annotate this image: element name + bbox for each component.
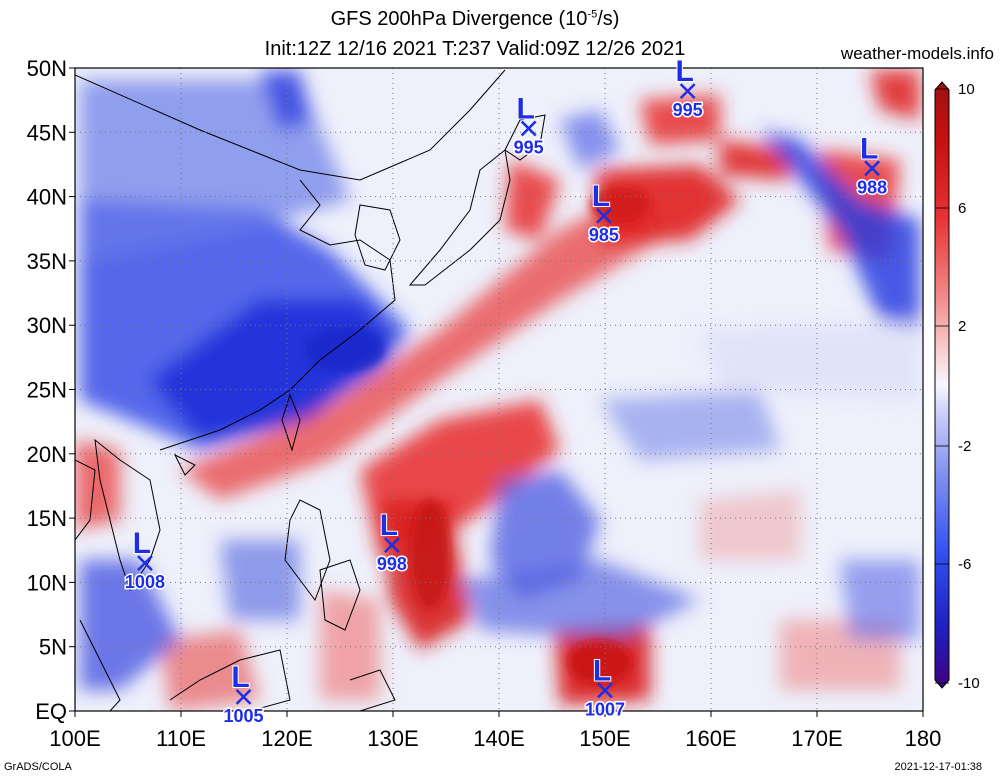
lon-tick-label: 130E [367, 726, 418, 751]
low-pressure-markers: L 995 L 995 L 988 L 985 L 998 L 1008 L 1005 L 1007 [123, 54, 889, 728]
lat-tick-label: 5N [39, 635, 67, 660]
lon-tick-label: 160E [685, 726, 736, 751]
low-letter: L [592, 180, 610, 213]
lon-tick-label: 120E [261, 726, 312, 751]
low-center-x [520, 120, 537, 137]
colorbar: 10 6 2 -2 -6 -10 [934, 81, 980, 692]
colorbar-label: -2 [958, 438, 971, 455]
lat-tick-label: EQ [35, 699, 67, 724]
footer-right: 2021-12-17-01:38 [894, 761, 982, 773]
footer-left: GrADS/COLA [4, 761, 72, 773]
chart-title: GFS 200hPa Divergence (10-5/s) [330, 8, 620, 30]
lat-tick-label: 45N [27, 120, 67, 145]
lat-tick-label: 40N [27, 185, 67, 210]
low-letter: L [860, 132, 878, 165]
colorbar-gradient [934, 81, 950, 689]
grid-lines [75, 68, 923, 711]
low-letter: L [231, 661, 249, 694]
low-letter: L [517, 92, 535, 125]
chart-subtitle: Init:12Z 12/16 2021 T:237 Valid:09Z 12/2… [264, 38, 686, 60]
low-pressure-label: 1008 [125, 572, 165, 592]
low-letter: L [133, 527, 151, 560]
low-marker: L 1005 [222, 660, 265, 728]
lon-tick-label: 150E [579, 726, 630, 751]
colorbar-label: 6 [958, 200, 966, 217]
lat-tick-label: 10N [27, 570, 67, 595]
low-center-x [596, 208, 612, 224]
lat-tick-label: 20N [27, 442, 67, 467]
low-pressure-label: 988 [857, 177, 887, 197]
low-marker: L 985 [587, 179, 620, 247]
colorbar-label: -10 [958, 675, 980, 692]
low-letter: L [380, 509, 398, 542]
low-pressure-label: 995 [673, 100, 703, 120]
low-pressure-label: 995 [514, 137, 544, 157]
low-pressure-label: 1005 [224, 706, 264, 726]
lon-tick-label: 170E [791, 726, 842, 751]
site-label: weather-models.info [840, 44, 994, 63]
longitude-axis: 100E 110E 120E 130E 140E 150E 160E 170E 180 [49, 711, 941, 751]
lon-tick-label: 140E [473, 726, 524, 751]
low-center-x [384, 537, 400, 553]
low-marker: L 1007 [583, 653, 626, 721]
colorbar-label: -6 [958, 556, 971, 573]
lat-tick-label: 35N [27, 249, 67, 274]
latitude-axis: EQ 5N 10N 15N 20N 25N 30N 35N 40N 45N 50N [27, 56, 75, 724]
low-marker: L 1008 [123, 526, 166, 594]
lat-tick-label: 15N [27, 506, 67, 531]
low-marker: L 988 [856, 131, 889, 199]
colorbar-label: 10 [958, 81, 975, 98]
low-center-x [679, 83, 696, 100]
low-center-x [137, 555, 153, 571]
low-letter: L [676, 55, 694, 88]
low-marker: L 998 [375, 508, 408, 576]
lon-tick-label: 100E [49, 726, 100, 751]
low-pressure-label: 985 [589, 225, 619, 245]
lat-tick-label: 30N [27, 313, 67, 338]
lon-tick-label: 110E [156, 726, 206, 751]
low-center-x [235, 688, 252, 705]
low-pressure-label: 998 [377, 554, 407, 574]
low-marker: L 995 [671, 54, 704, 122]
low-marker: L 995 [512, 91, 545, 159]
low-pressure-label: 1007 [585, 699, 625, 719]
lat-tick-label: 25N [27, 378, 67, 403]
coastlines [75, 69, 546, 711]
low-center-x [864, 160, 881, 177]
colorbar-label: 2 [958, 318, 966, 335]
low-center-x [597, 682, 613, 699]
lon-tick-label: 180 [905, 726, 942, 751]
lat-tick-label: 50N [27, 56, 67, 81]
low-letter: L [593, 654, 611, 687]
